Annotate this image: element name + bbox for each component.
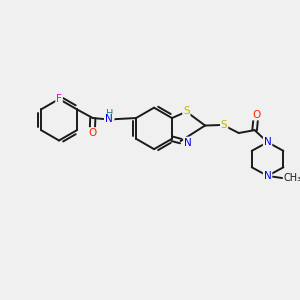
Text: O: O (252, 110, 260, 120)
Text: F: F (56, 94, 62, 104)
Text: S: S (221, 120, 227, 130)
Text: N: N (264, 171, 272, 181)
Text: N: N (264, 137, 272, 147)
Text: N: N (184, 137, 192, 148)
Text: S: S (183, 106, 190, 116)
Text: CH₃: CH₃ (284, 173, 300, 183)
Text: N: N (105, 115, 112, 124)
Text: H: H (106, 109, 114, 119)
Text: O: O (88, 128, 96, 138)
